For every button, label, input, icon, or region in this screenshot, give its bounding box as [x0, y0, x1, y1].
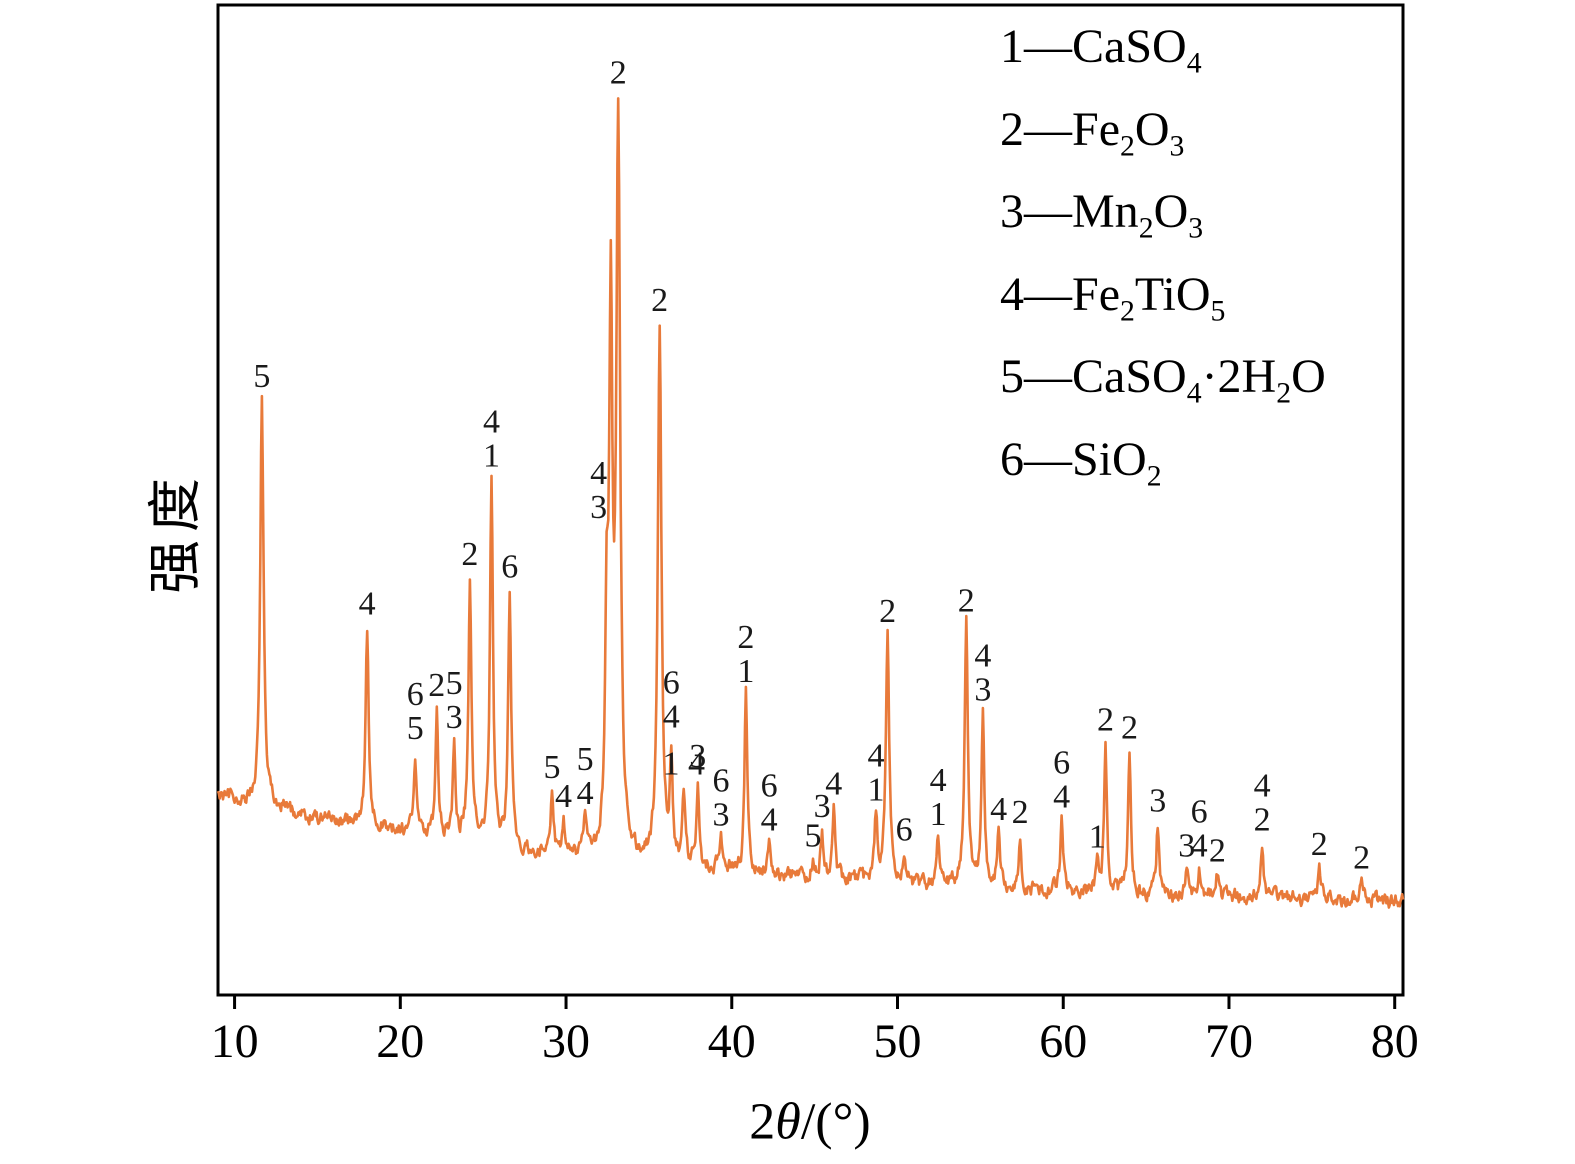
peak-label: 6 [501, 549, 518, 586]
legend-entry: 6—SiO2 [1000, 432, 1162, 493]
peak-label: 3 [1178, 828, 1195, 865]
peak-label: 2 [879, 593, 896, 630]
peak-label: 6 [761, 768, 778, 805]
peak-label: 4 [990, 791, 1007, 828]
peak-label: 3 [814, 788, 831, 825]
peak-label: 4 [974, 638, 991, 675]
peak-label: 4 [359, 586, 376, 623]
x-tick-label: 60 [1039, 1015, 1087, 1068]
peak-label: 6 [896, 811, 913, 848]
peak-label: 4 [590, 455, 607, 492]
legend: 1—CaSO4 2—Fe2O3 3—Mn2O3 4—Fe2TiO5 5—CaSO4·2H… [1000, 14, 1326, 510]
plot-border [216, 3, 1405, 997]
peak-label: 2 [1097, 701, 1114, 738]
peak-label: 5 [253, 358, 270, 395]
peak-label: 3 [974, 672, 991, 709]
peak-label: 5 [543, 749, 560, 786]
peak-label: 4 [867, 738, 884, 775]
peak-label: 5 [446, 665, 463, 702]
peak-label: 6 [663, 665, 680, 702]
peak-label: 4 [1191, 827, 1208, 864]
legend-entry: 1—CaSO4 [1000, 20, 1202, 80]
peak-label: 1 [737, 653, 754, 690]
legend-entry: 2—Fe2O3 [1000, 102, 1185, 163]
x-tick-label: 50 [874, 1015, 922, 1068]
peak-label: 6 [407, 676, 424, 713]
x-tick-label: 30 [542, 1015, 590, 1068]
x-tick-label: 80 [1371, 1015, 1419, 1068]
peak-label: 4 [930, 762, 947, 799]
peak-label: 2 [651, 282, 668, 319]
peak-label: 5 [577, 741, 594, 778]
y-axis-label: 强度 [145, 470, 206, 594]
peak-label: 3 [446, 699, 463, 736]
x-tick-label: 10 [211, 1015, 259, 1068]
x-tick-label: 40 [708, 1015, 756, 1068]
peak-label: 2 [610, 55, 627, 92]
peak-label: 4 [1053, 778, 1070, 815]
peak-label: 2 [1353, 840, 1370, 877]
peak-label: 1 [867, 772, 884, 809]
peak-label: 1 [930, 796, 947, 833]
peak-label: 2 [737, 619, 754, 656]
peak-label: 4 [555, 778, 572, 815]
peak-label: 4 [1254, 768, 1271, 805]
peak-label: 1 [1089, 818, 1106, 855]
peak-label: 2 [1209, 833, 1226, 870]
peak-label: 6 [1191, 793, 1208, 830]
peak-label: 3 [713, 797, 730, 834]
legend-entry: 4—Fe2TiO5 [1000, 267, 1226, 328]
x-axis-label: 2θ/(°) [749, 1093, 871, 1151]
x-tick-label: 70 [1205, 1015, 1253, 1068]
peak-label: 2 [1121, 709, 1138, 746]
peak-label: 5 [804, 818, 821, 855]
peak-label: 2 [1311, 826, 1328, 863]
peak-label: 4 [663, 699, 680, 736]
peak-label: 2 [461, 536, 478, 573]
peak-label: 4 [483, 403, 500, 440]
peak-label: 3 [1149, 783, 1166, 820]
peak-label: 3 [590, 489, 607, 526]
peak-label: 3 [689, 738, 706, 775]
xrd-curve [216, 97, 1405, 909]
x-tick-label: 20 [376, 1015, 424, 1068]
legend-entry: 3—Mn2O3 [1000, 185, 1204, 245]
peak-label: 6 [713, 763, 730, 800]
peak-label: 4 [825, 765, 842, 802]
peak-label: 5 [407, 710, 424, 747]
peak-label: 2 [958, 583, 975, 620]
peak-label: 6 [1053, 744, 1070, 781]
peak-label: 2 [1254, 802, 1271, 839]
legend-entry: 5—CaSO4·2H2O [1000, 350, 1326, 410]
peak-label: 4 [761, 802, 778, 839]
peak-label: 4 [577, 775, 594, 812]
peak-label: 2 [428, 667, 445, 704]
peak-label: 1 [483, 437, 500, 474]
peak-label: 2 [1012, 794, 1029, 831]
peak-label: 1 4 [662, 745, 705, 782]
